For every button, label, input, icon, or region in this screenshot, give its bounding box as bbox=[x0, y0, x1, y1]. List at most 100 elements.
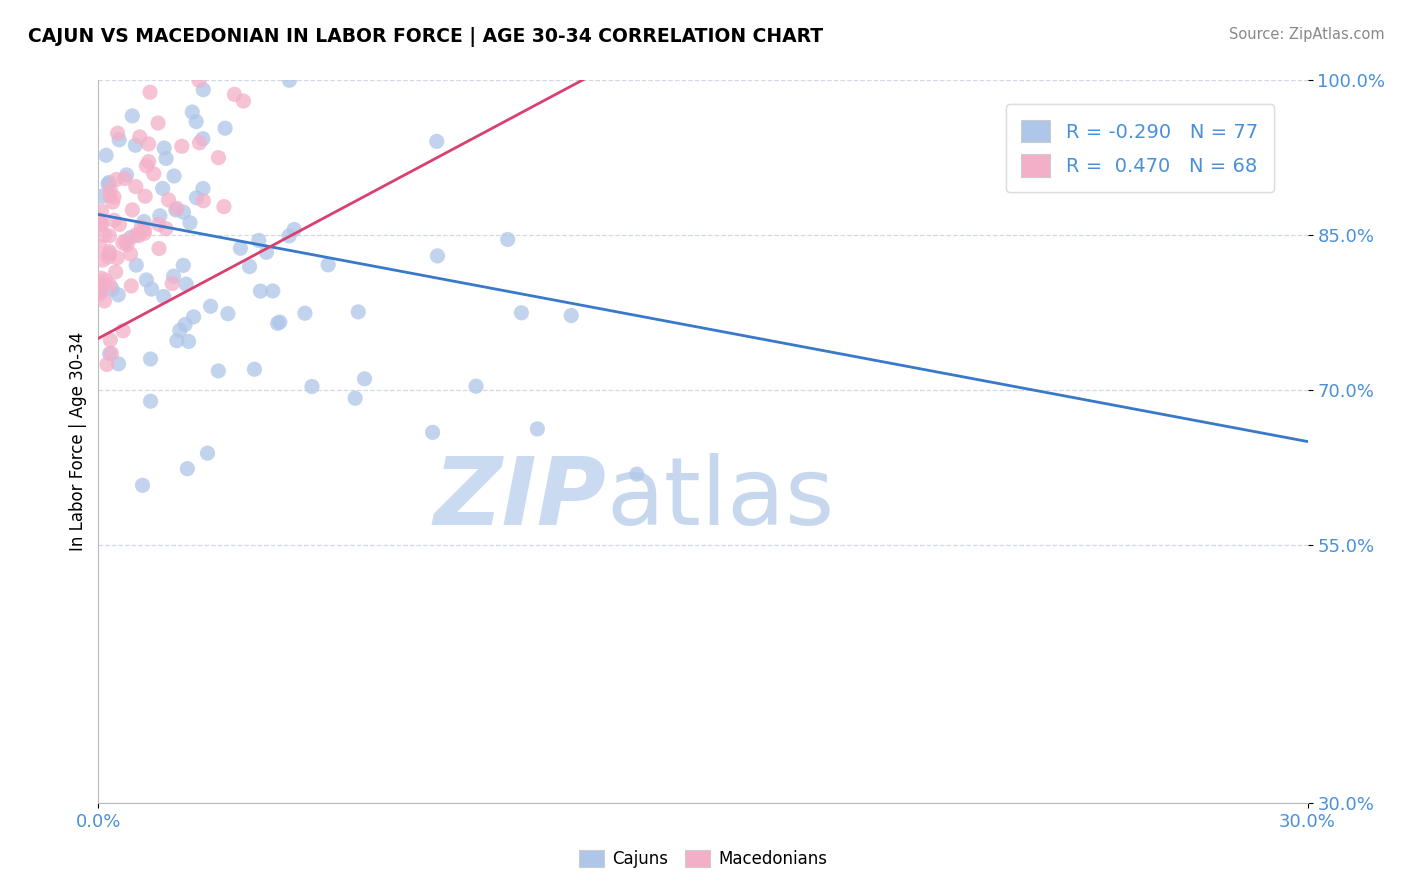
Point bbox=[120, 230, 142, 244]
Point bbox=[191, 181, 214, 195]
Point bbox=[131, 478, 153, 492]
Point bbox=[344, 391, 367, 405]
Point bbox=[114, 171, 136, 186]
Point bbox=[283, 222, 305, 236]
Point bbox=[138, 154, 160, 169]
Point bbox=[197, 446, 219, 460]
Point bbox=[107, 126, 129, 140]
Point bbox=[169, 323, 191, 337]
Point bbox=[114, 234, 136, 248]
Point bbox=[91, 253, 114, 268]
Point bbox=[212, 200, 235, 214]
Point bbox=[108, 218, 131, 232]
Point bbox=[165, 202, 187, 217]
Point bbox=[90, 277, 112, 292]
Point bbox=[188, 136, 211, 150]
Point bbox=[105, 172, 128, 186]
Point bbox=[510, 306, 533, 320]
Point bbox=[107, 288, 129, 302]
Point bbox=[94, 273, 117, 287]
Point bbox=[93, 293, 115, 308]
Point bbox=[89, 287, 111, 301]
Point bbox=[174, 277, 197, 292]
Point bbox=[135, 159, 157, 173]
Point bbox=[101, 282, 124, 296]
Point bbox=[173, 205, 195, 219]
Point bbox=[148, 242, 170, 256]
Point bbox=[207, 364, 229, 378]
Point bbox=[100, 346, 122, 360]
Point bbox=[294, 306, 316, 320]
Point bbox=[353, 372, 375, 386]
Point bbox=[98, 346, 121, 360]
Point bbox=[186, 114, 208, 128]
Point bbox=[162, 269, 184, 284]
Text: Source: ZipAtlas.com: Source: ZipAtlas.com bbox=[1229, 27, 1385, 42]
Y-axis label: In Labor Force | Age 30-34: In Labor Force | Age 30-34 bbox=[69, 332, 87, 551]
Point bbox=[132, 214, 155, 228]
Point bbox=[121, 202, 143, 217]
Point bbox=[422, 425, 444, 440]
Point bbox=[131, 219, 153, 234]
Point bbox=[98, 183, 121, 197]
Text: ZIP: ZIP bbox=[433, 453, 606, 545]
Text: CAJUN VS MACEDONIAN IN LABOR FORCE | AGE 30-34 CORRELATION CHART: CAJUN VS MACEDONIAN IN LABOR FORCE | AGE… bbox=[28, 27, 824, 46]
Point bbox=[193, 83, 215, 97]
Point bbox=[229, 241, 252, 255]
Point bbox=[172, 258, 194, 272]
Point bbox=[238, 260, 260, 274]
Point bbox=[103, 190, 125, 204]
Point bbox=[149, 209, 172, 223]
Point bbox=[316, 258, 339, 272]
Point bbox=[112, 324, 135, 338]
Point bbox=[148, 217, 170, 231]
Point bbox=[87, 279, 110, 293]
Point bbox=[181, 105, 204, 120]
Point bbox=[207, 151, 229, 165]
Point bbox=[177, 334, 200, 349]
Point bbox=[98, 188, 121, 202]
Point bbox=[87, 284, 110, 298]
Point bbox=[166, 202, 188, 216]
Point bbox=[125, 227, 148, 242]
Point bbox=[176, 461, 198, 475]
Text: atlas: atlas bbox=[606, 453, 835, 545]
Point bbox=[125, 179, 148, 194]
Point bbox=[200, 299, 222, 313]
Point bbox=[94, 148, 117, 162]
Point bbox=[183, 310, 205, 324]
Point bbox=[266, 316, 288, 330]
Point bbox=[155, 221, 177, 235]
Point bbox=[98, 176, 121, 190]
Point bbox=[90, 204, 112, 219]
Point bbox=[93, 227, 115, 242]
Point bbox=[262, 284, 284, 298]
Point bbox=[278, 73, 301, 87]
Point bbox=[153, 141, 176, 155]
Point bbox=[111, 235, 134, 250]
Point bbox=[139, 394, 162, 409]
Point bbox=[87, 212, 110, 227]
Point bbox=[134, 222, 156, 236]
Point bbox=[98, 228, 121, 243]
Point bbox=[104, 265, 127, 279]
Point bbox=[626, 467, 648, 482]
Point bbox=[560, 309, 582, 323]
Point bbox=[98, 333, 121, 347]
Point bbox=[155, 152, 177, 166]
Point bbox=[170, 139, 193, 153]
Point bbox=[166, 334, 188, 348]
Point bbox=[278, 229, 301, 244]
Point bbox=[134, 189, 156, 203]
Point bbox=[128, 129, 150, 144]
Point bbox=[426, 249, 449, 263]
Point bbox=[163, 169, 186, 183]
Point bbox=[125, 258, 148, 272]
Point bbox=[115, 168, 138, 182]
Point bbox=[91, 189, 114, 203]
Point bbox=[347, 305, 370, 319]
Point bbox=[152, 181, 174, 195]
Point bbox=[121, 109, 143, 123]
Point bbox=[139, 85, 162, 99]
Point bbox=[465, 379, 488, 393]
